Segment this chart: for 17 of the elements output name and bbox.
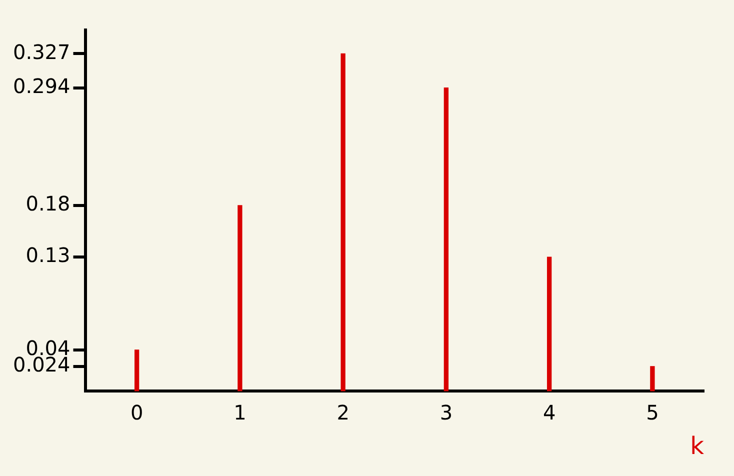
bar (444, 87, 449, 392)
bar (546, 256, 552, 392)
bar (134, 350, 140, 392)
y-tick-label: 0.13 (26, 243, 70, 268)
x-tick-label: 3 (440, 400, 453, 424)
x-axis-title: k (690, 432, 704, 460)
x-tick-label: 4 (542, 400, 556, 424)
x-tick-label: 2 (336, 400, 350, 424)
x-tick-label: 1 (234, 400, 246, 424)
y-tick-label: 0.18 (26, 192, 70, 216)
x-tick-label: 0 (130, 400, 144, 424)
bar (238, 205, 242, 392)
y-tick-label: 0.294 (12, 74, 70, 98)
bar (340, 53, 346, 392)
bar (650, 366, 655, 392)
x-tick-label: 5 (646, 400, 659, 424)
y-tick-label: 0.327 (12, 40, 70, 64)
